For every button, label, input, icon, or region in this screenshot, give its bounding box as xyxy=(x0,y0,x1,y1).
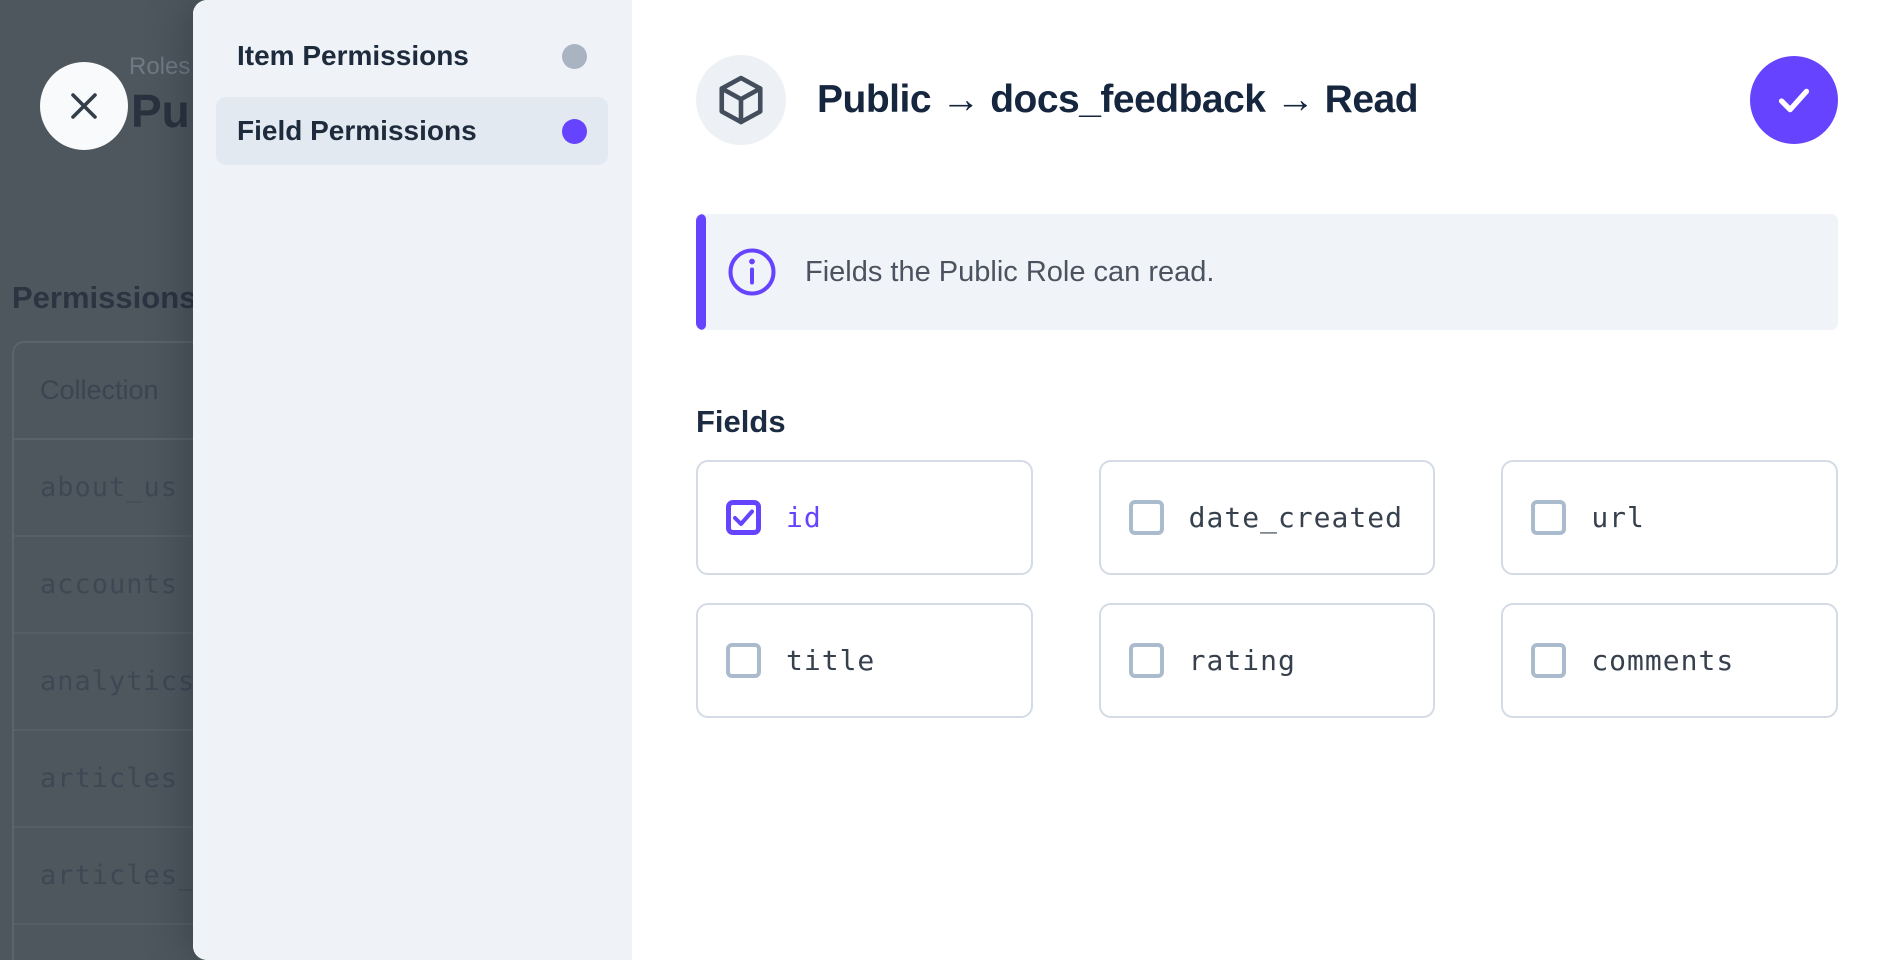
save-button[interactable] xyxy=(1750,56,1838,144)
nav-item-label: Item Permissions xyxy=(237,40,469,71)
banner-accent-bar xyxy=(696,214,706,330)
fields-grid: id date_created url title rating comment… xyxy=(696,460,1838,718)
permissions-heading: Permissions xyxy=(12,280,193,315)
nav-item-label: Field Permissions xyxy=(237,115,477,146)
drawer-header: Public → docs_feedback → Read xyxy=(696,54,1838,146)
breadcrumb: Roles xyxy=(129,53,191,80)
checkbox[interactable] xyxy=(1128,500,1164,535)
field-checkbox-card[interactable]: id xyxy=(696,460,1033,575)
drawer-content: Public → docs_feedback → Read xyxy=(632,0,1898,960)
nav-item-field-permissions[interactable]: Field Permissions xyxy=(216,97,608,165)
checkbox[interactable] xyxy=(726,643,761,678)
drawer-sidebar: Item Permissions Field Permissions xyxy=(193,0,632,960)
permissions-drawer: Item Permissions Field Permissions xyxy=(193,0,1898,960)
close-icon xyxy=(67,89,101,123)
field-label: id xyxy=(786,501,822,534)
checkbox[interactable] xyxy=(726,500,761,535)
drawer-title: Public → docs_feedback → Read xyxy=(817,78,1419,121)
checkbox[interactable] xyxy=(1128,643,1164,678)
field-checkbox-card[interactable]: date_created xyxy=(1098,460,1436,575)
field-checkbox-card[interactable]: url xyxy=(1501,460,1838,575)
banner-text: Fields the Public Role can read. xyxy=(805,255,1215,288)
field-label: date_created xyxy=(1188,501,1403,534)
close-drawer-button[interactable] xyxy=(40,62,128,150)
modal-backdrop[interactable]: Roles Pu Permissions Collection about_us… xyxy=(0,0,193,960)
collection-row: analytics xyxy=(14,634,193,731)
field-checkbox-card[interactable]: title xyxy=(696,603,1033,718)
fields-section-label: Fields xyxy=(696,404,786,439)
collection-row: about_us xyxy=(14,440,193,537)
field-label: comments xyxy=(1591,644,1735,677)
info-icon xyxy=(726,246,778,298)
field-checkbox-card[interactable]: comments xyxy=(1501,603,1838,718)
collection-row: articles xyxy=(14,731,193,828)
collections-table: Collection about_us accounts analytics a… xyxy=(12,341,193,960)
page-title: Pu xyxy=(131,85,190,137)
status-dot xyxy=(562,118,587,144)
checkbox[interactable] xyxy=(1531,643,1567,678)
field-label: url xyxy=(1591,501,1645,534)
field-label: rating xyxy=(1188,644,1296,677)
status-dot xyxy=(562,43,587,69)
nav-item-item-permissions[interactable]: Item Permissions xyxy=(216,22,608,90)
checkbox[interactable] xyxy=(1531,500,1567,535)
collection-row: articles_ xyxy=(14,828,193,925)
collection-column-header: Collection xyxy=(14,343,193,440)
field-label: title xyxy=(786,644,876,677)
collection-row: accounts xyxy=(14,537,193,634)
collection-icon-circle xyxy=(696,55,786,145)
check-icon xyxy=(1771,77,1817,123)
field-checkbox-card[interactable]: rating xyxy=(1098,603,1436,718)
box-icon xyxy=(719,75,763,125)
info-banner: Fields the Public Role can read. xyxy=(696,214,1838,330)
